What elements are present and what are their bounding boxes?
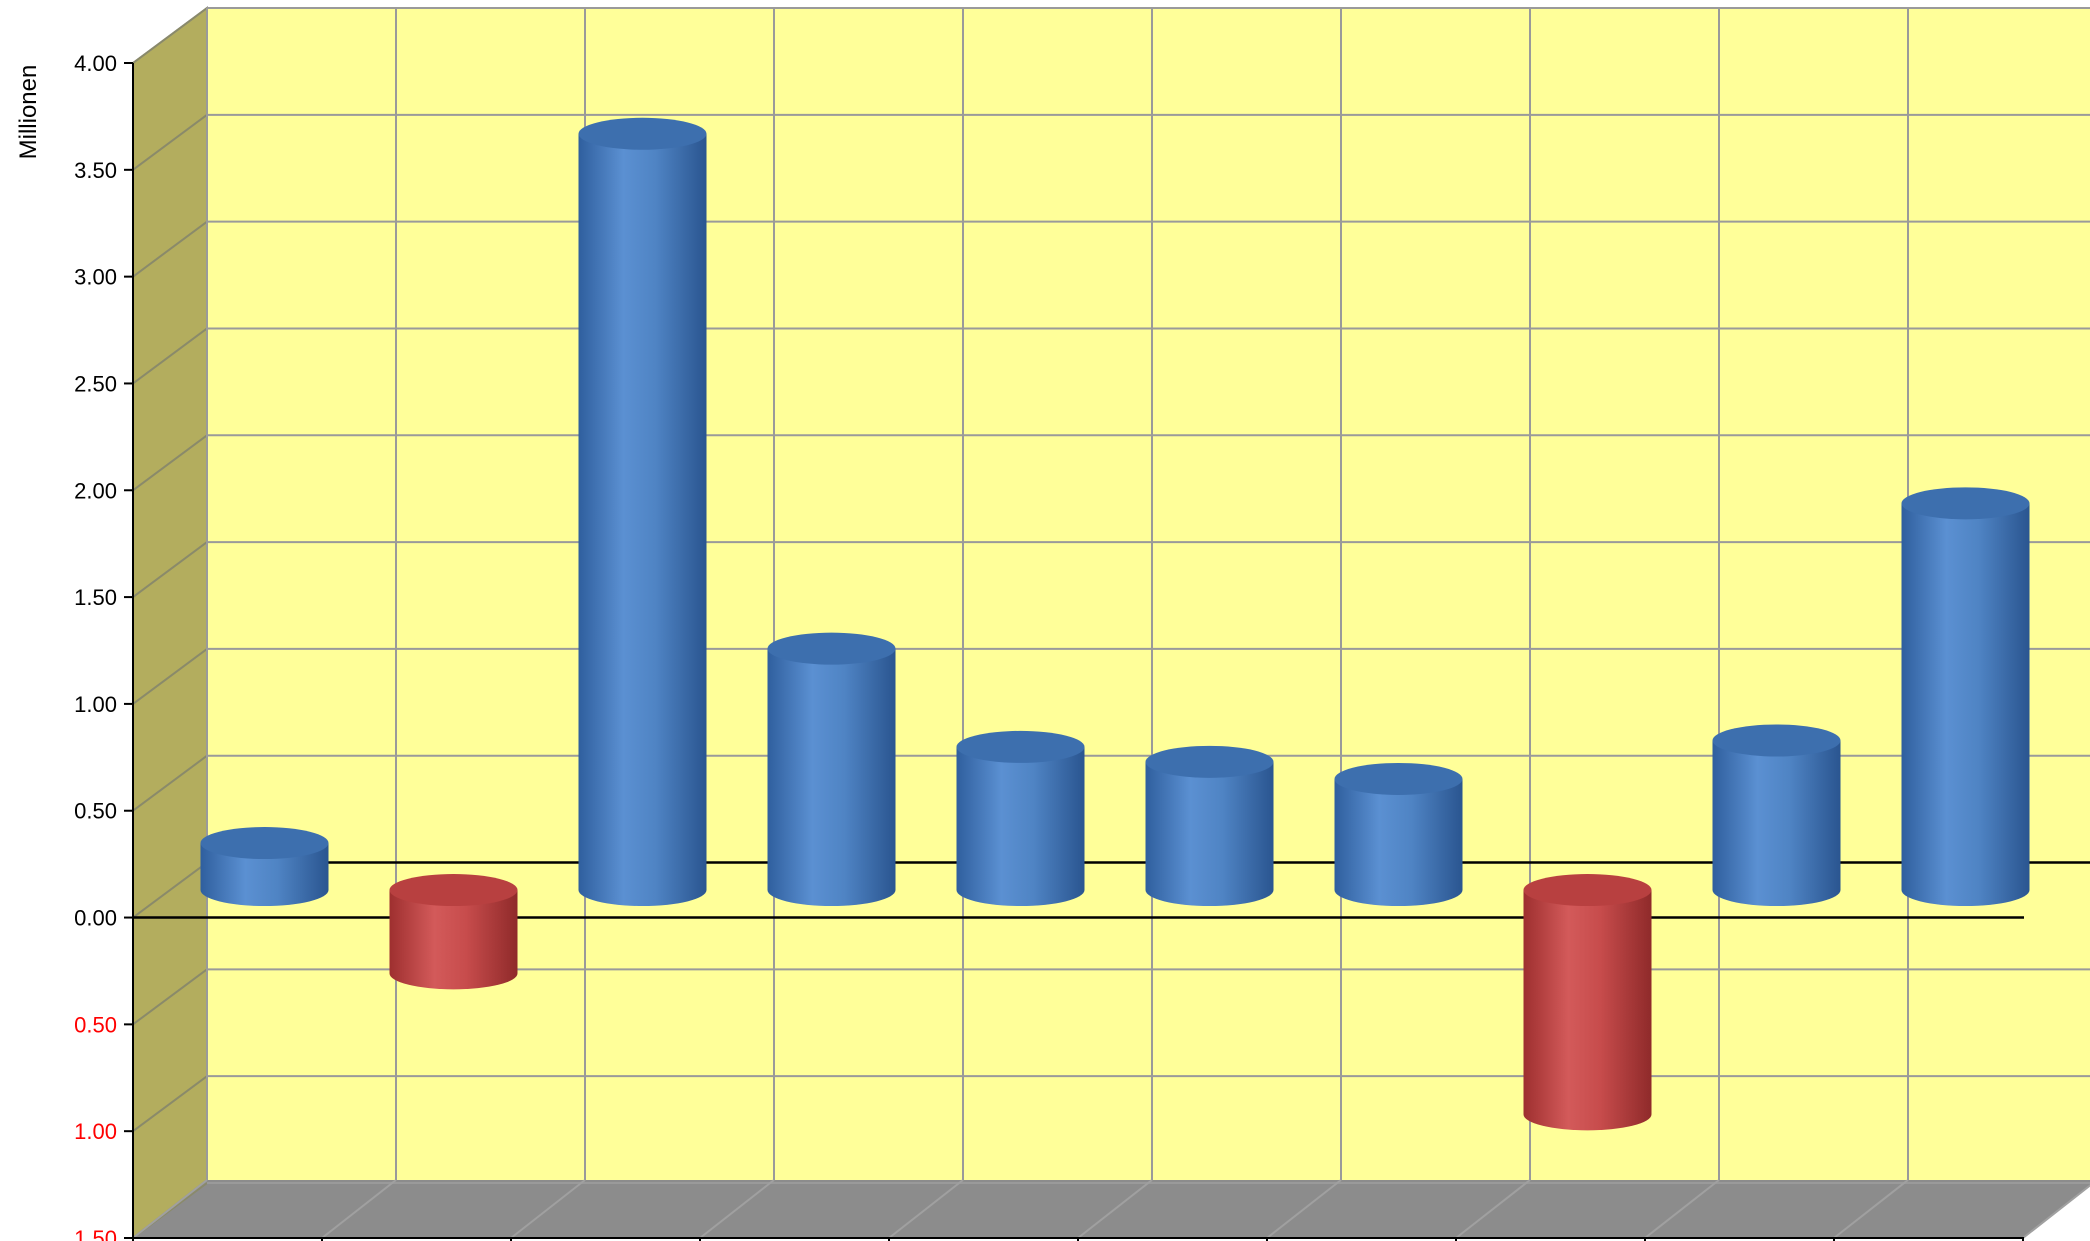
side-gridline xyxy=(132,327,208,385)
bar xyxy=(1334,762,1463,907)
floor-gridline xyxy=(1266,1179,1342,1239)
y-tick-label: 3.50 xyxy=(74,158,117,183)
bar-body xyxy=(1901,503,2030,907)
bar xyxy=(1901,487,2030,907)
bar-cap xyxy=(767,632,896,665)
bar-cap xyxy=(956,730,1085,763)
bar xyxy=(767,632,896,907)
bar xyxy=(389,874,518,990)
bar-cap xyxy=(1334,762,1463,795)
floor-gridline xyxy=(2022,1184,2090,1239)
bar-cap xyxy=(1523,874,1652,907)
side-gridline xyxy=(132,7,208,64)
bar xyxy=(578,117,707,907)
y-tick-label: 2.00 xyxy=(74,478,117,503)
bar-body xyxy=(578,133,707,907)
y-tick-label: 2.50 xyxy=(74,371,117,396)
y-tick-label: 1.50 xyxy=(74,585,117,610)
y-tick-labels: 4.00 3.50 3.00 2.50 2.00 1.50 1.00 0.50 0.00 0.50… xyxy=(74,51,117,1241)
floor-gridline xyxy=(1455,1179,1531,1239)
y-tick-label: 4.00 xyxy=(74,51,117,76)
bar-body xyxy=(1145,761,1274,907)
bar xyxy=(1145,745,1274,907)
floor-gridline xyxy=(888,1179,964,1239)
bar-body xyxy=(1334,778,1463,907)
floor-gridline xyxy=(1644,1179,1720,1239)
bar xyxy=(1712,724,1841,907)
bar-body xyxy=(1712,740,1841,907)
side-gridline xyxy=(132,220,208,278)
bar-body xyxy=(956,746,1085,907)
bar-cap xyxy=(1145,745,1274,778)
side-wall xyxy=(132,6,208,1241)
side-gridline xyxy=(132,754,208,812)
side-gridline xyxy=(132,1075,208,1132)
back-wall xyxy=(207,8,2090,1180)
bar-cap xyxy=(389,874,518,907)
side-gridline xyxy=(132,114,208,171)
bar-body xyxy=(389,890,518,990)
side-gridline xyxy=(132,434,208,492)
y-tick-label: 0.00 xyxy=(74,906,117,931)
y-axis xyxy=(124,62,2024,1241)
bar xyxy=(956,730,1085,907)
bar-body xyxy=(200,843,329,907)
bar-body xyxy=(1523,890,1652,1131)
side-gridline xyxy=(132,861,208,919)
floor-gridline xyxy=(1833,1179,1909,1239)
bar-cap xyxy=(1712,724,1841,757)
bar-cap xyxy=(200,827,329,860)
side-gridline xyxy=(132,648,208,705)
floor xyxy=(133,1180,2090,1238)
y-tick-label: 1.00 xyxy=(74,692,117,717)
floor-gridline xyxy=(1077,1179,1153,1239)
bars xyxy=(200,117,2030,1131)
y-tick-label: 1.00 xyxy=(74,1119,117,1144)
side-gridline xyxy=(132,968,208,1026)
floor-gridline xyxy=(132,1179,208,1239)
bar-body xyxy=(767,648,896,907)
floor-gridline xyxy=(699,1179,775,1239)
bar-cap xyxy=(578,117,707,150)
y-tick-label: 0.50 xyxy=(74,799,117,824)
y-tick-label: 1.50 xyxy=(74,1226,117,1241)
bar-cap xyxy=(1901,487,2030,520)
floor-gridline xyxy=(321,1179,397,1239)
y-tick-label: 3.00 xyxy=(74,265,117,290)
floor-gridline xyxy=(510,1179,586,1239)
y-axis-label: Millionen xyxy=(15,65,42,160)
bar xyxy=(1523,874,1652,1131)
bar xyxy=(200,827,329,907)
side-gridline xyxy=(132,541,208,598)
y-tick-label: 0.50 xyxy=(74,1012,117,1037)
